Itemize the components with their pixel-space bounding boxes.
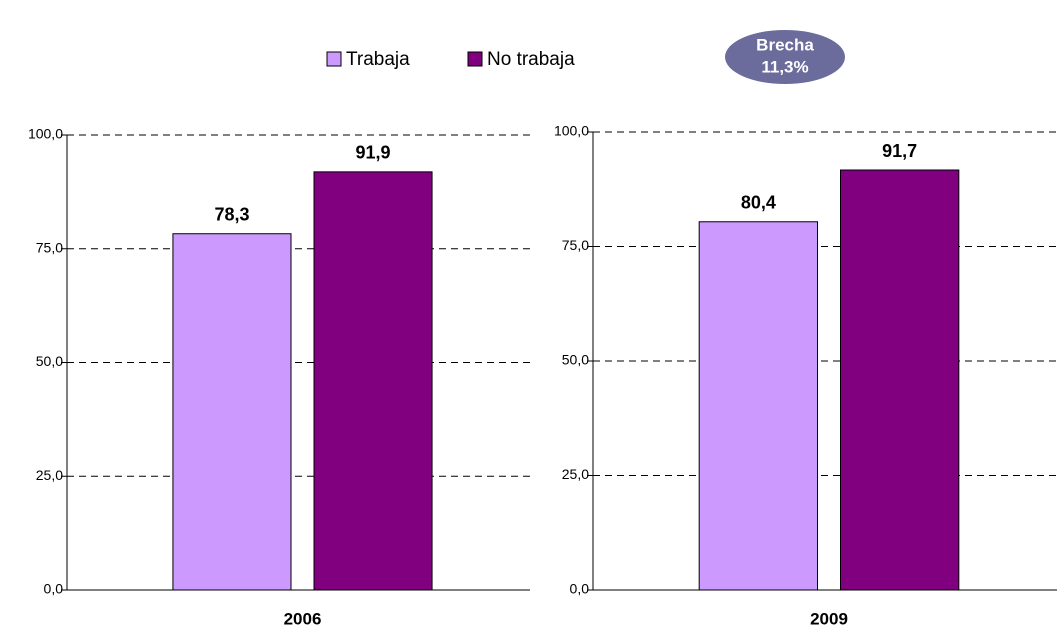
annotation: 11,3%: [761, 57, 808, 76]
y-tick-label: 75,0: [562, 237, 589, 253]
bar: [172, 233, 292, 591]
x-tick-label: 2006: [284, 609, 322, 628]
y-tick-label: 75,0: [36, 239, 63, 255]
annotation-bubble: [725, 30, 845, 84]
legend-swatch: [326, 51, 342, 67]
y-tick-label: 50,0: [36, 353, 63, 369]
bar: [840, 169, 960, 591]
bar: [313, 171, 433, 591]
y-tick-label: 50,0: [562, 352, 589, 368]
y-tick-label: 0,0: [570, 581, 590, 597]
legend-label: No trabaja: [487, 49, 575, 70]
value-label: 91,7: [882, 141, 917, 161]
bar: [698, 221, 818, 591]
value-label: 78,3: [214, 204, 249, 224]
x-tick-label: 2009: [810, 609, 848, 628]
y-tick-label: 0,0: [44, 581, 64, 597]
legend-swatch: [467, 51, 483, 67]
y-tick-label: 25,0: [562, 466, 589, 482]
legend-label: Trabaja: [346, 49, 410, 70]
y-tick-label: 100,0: [554, 123, 589, 139]
y-tick-label: 100,0: [28, 126, 63, 142]
annotation: Brecha: [756, 35, 814, 54]
value-label: 91,9: [356, 143, 391, 163]
value-label: 80,4: [741, 193, 776, 213]
y-tick-label: 25,0: [36, 467, 63, 483]
